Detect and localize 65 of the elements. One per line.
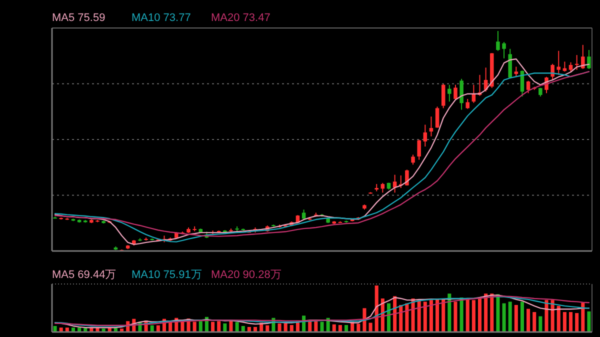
bar	[502, 303, 506, 332]
bar	[569, 312, 573, 332]
bar	[247, 326, 251, 332]
bar	[405, 303, 409, 332]
bar	[374, 286, 378, 332]
bar	[587, 311, 591, 332]
bar	[362, 308, 366, 332]
bar	[71, 328, 75, 332]
bar	[78, 328, 82, 332]
bar	[538, 316, 542, 332]
bar	[454, 302, 458, 332]
bar	[150, 325, 154, 332]
bar	[460, 298, 464, 332]
bar	[386, 303, 390, 332]
bar	[496, 294, 500, 332]
bar	[241, 326, 245, 332]
bar	[526, 308, 530, 332]
bar	[484, 294, 488, 332]
bar	[423, 302, 427, 332]
bar	[581, 302, 585, 332]
bar	[575, 313, 579, 332]
bar	[198, 321, 202, 332]
bar	[229, 321, 233, 332]
bar	[65, 328, 69, 332]
bar	[429, 300, 433, 332]
bar	[59, 328, 63, 332]
bar	[254, 326, 258, 332]
bar	[436, 298, 440, 332]
bar	[211, 322, 215, 332]
bar	[314, 321, 318, 332]
bar	[180, 322, 184, 332]
bar	[217, 321, 221, 332]
bar	[514, 304, 518, 332]
bar	[520, 302, 524, 332]
bar	[472, 300, 476, 332]
bar	[466, 299, 470, 332]
bar	[556, 306, 560, 332]
bar	[532, 312, 536, 332]
bar	[320, 322, 324, 332]
bar	[508, 302, 512, 332]
bar	[442, 298, 446, 332]
bar	[192, 322, 196, 332]
bar	[235, 322, 239, 332]
bar	[332, 324, 336, 332]
bar	[399, 304, 403, 332]
bar	[344, 325, 348, 332]
bar	[266, 325, 270, 332]
bar	[368, 322, 372, 332]
bar	[550, 300, 554, 332]
bar	[223, 323, 227, 332]
bar	[356, 324, 360, 332]
bar	[284, 323, 288, 332]
bar	[278, 323, 282, 332]
bar	[338, 325, 342, 332]
bar	[544, 300, 548, 332]
bar	[490, 294, 494, 332]
bar	[448, 294, 452, 332]
bar	[102, 328, 106, 332]
bar	[417, 300, 421, 332]
bar	[120, 328, 124, 332]
bar	[562, 312, 566, 332]
bar	[478, 298, 482, 332]
bar	[156, 325, 160, 332]
bar	[290, 325, 294, 332]
bar	[53, 326, 57, 332]
